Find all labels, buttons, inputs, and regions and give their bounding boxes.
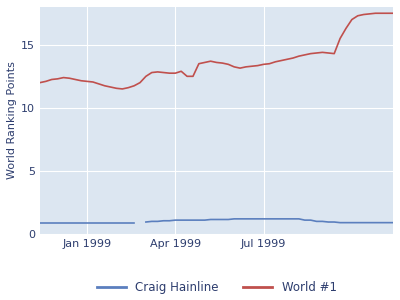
Y-axis label: World Ranking Points: World Ranking Points (7, 61, 17, 179)
Legend: Craig Hainline, World #1: Craig Hainline, World #1 (92, 276, 341, 299)
